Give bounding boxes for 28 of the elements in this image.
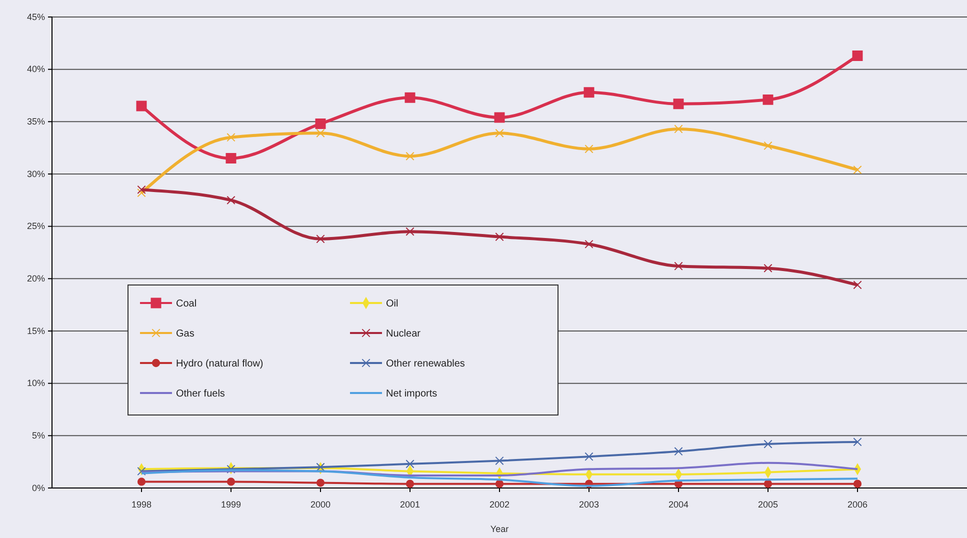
x-tick-label: 2001 — [400, 500, 420, 510]
y-tick-label: 35% — [26, 116, 45, 127]
x-tick-label: 1998 — [131, 500, 152, 510]
x-tick-label: 2005 — [758, 500, 778, 510]
legend-label: Hydro (natural flow) — [176, 358, 264, 370]
x-tick-label: 2003 — [578, 500, 600, 510]
y-tick-label: 5% — [32, 430, 45, 441]
y-tick-label: 15% — [26, 326, 45, 336]
y-tick-label: 25% — [26, 221, 45, 232]
y-tick-label: 10% — [26, 378, 45, 388]
x-tick-label: 2000 — [310, 500, 331, 510]
x-tick-label: 2006 — [847, 500, 868, 510]
legend-label: Coal — [176, 298, 197, 310]
y-tick-label: 0% — [32, 482, 45, 493]
x-tick-label: 1999 — [220, 500, 242, 510]
legend-label: Other fuels — [176, 388, 225, 400]
y-tick-label: 30% — [26, 168, 45, 179]
x-tick-label: 2004 — [668, 500, 689, 510]
y-tick-label: 40% — [26, 64, 45, 74]
y-tick-label: 45% — [26, 12, 45, 22]
legend-label: Oil — [386, 298, 398, 310]
legend-label: Gas — [176, 328, 194, 340]
legend-label: Net imports — [386, 388, 438, 400]
y-tick-label: 20% — [26, 274, 45, 284]
x-tick-label: 2002 — [489, 500, 510, 510]
legend-label: Nuclear — [386, 328, 422, 340]
legend-label: Other renewables — [386, 358, 465, 370]
x-axis-title: Year — [490, 524, 509, 534]
